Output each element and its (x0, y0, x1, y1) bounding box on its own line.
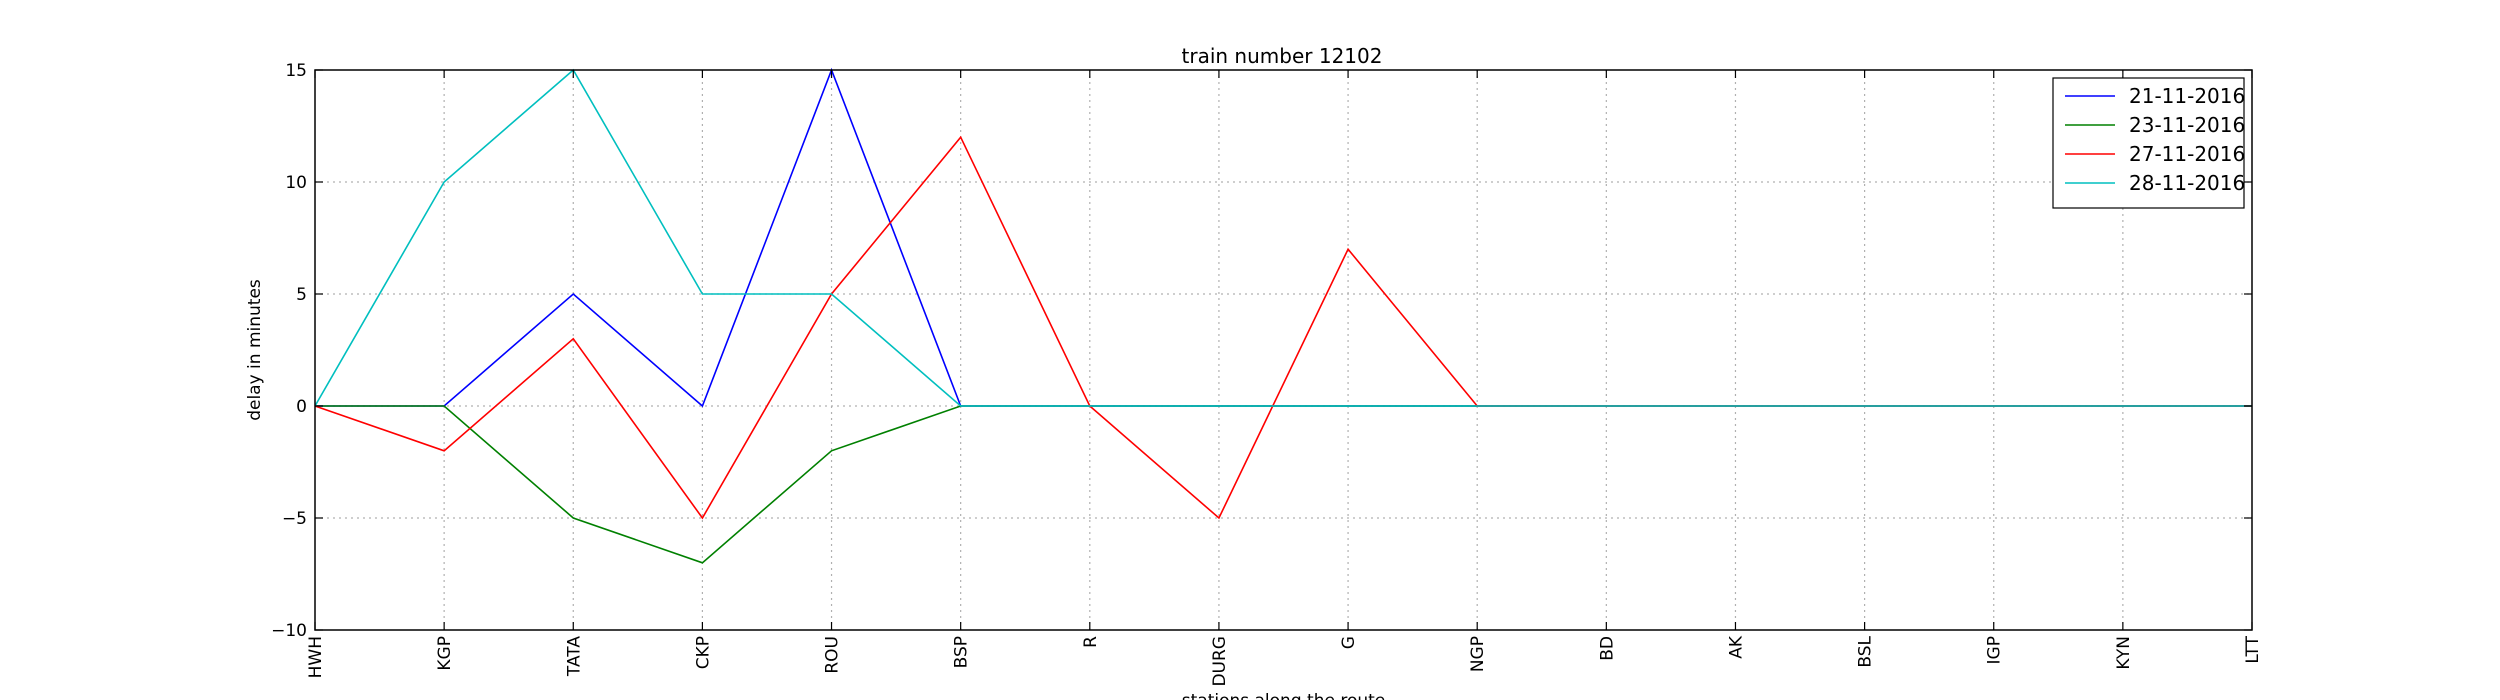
x-tick-label: CKP (693, 636, 713, 669)
legend-entry-label: 28-11-2016 (2129, 171, 2245, 195)
y-tick-label: 0 (296, 397, 307, 417)
plot-area-frame (314, 69, 2253, 631)
series-line-4 (314, 68, 2252, 407)
x-tick-label: G (1339, 636, 1359, 649)
y-tick-label: 5 (296, 285, 307, 305)
x-tick-label: DURG (1210, 636, 1230, 687)
x-tick-label: KGP (435, 636, 455, 671)
x-tick-label: BSP (952, 636, 972, 668)
y-tick-label: 15 (285, 61, 307, 81)
x-axis-ticks: HWH KGP TATA CKP ROU BSP R DURG G NGP BD AK BSL IGP KY… (306, 70, 2263, 687)
legend-box (2052, 77, 2245, 209)
x-tick-label: IGP (1985, 636, 2005, 664)
x-tick-label: NGP (1468, 636, 1488, 672)
x-tick-label: R (1081, 636, 1101, 648)
y-axis-ticks: −10 −5 0 5 10 15 (271, 61, 2252, 641)
x-tick-label: LTT (2243, 635, 2263, 663)
legend-entry-label: 21-11-2016 (2129, 84, 2245, 108)
x-tick-label: AK (1726, 635, 1746, 659)
chart-title: train number 12102 (1182, 44, 1383, 68)
legend-entry-label: 23-11-2016 (2129, 113, 2245, 137)
x-tick-label: BD (1597, 636, 1617, 661)
x-tick-label: TATA (564, 636, 584, 677)
y-tick-label: −10 (271, 621, 307, 641)
y-tick-label: −5 (282, 509, 307, 529)
legend-entry-label: 27-11-2016 (2129, 142, 2245, 166)
x-tick-label: ROU (823, 636, 843, 674)
series-lines (314, 67, 2252, 564)
x-axis-label: stations along the route (1182, 691, 1386, 700)
y-axis-label: delay in minutes (245, 279, 265, 421)
x-tick-label: BSL (1856, 635, 1876, 667)
y-tick-label: 10 (285, 173, 307, 193)
legend: 21-11-2016 23-11-2016 27-11-2016 28-11-2016 (2052, 77, 2245, 209)
x-tick-label: HWH (306, 636, 326, 678)
x-tick-label: KYN (2114, 636, 2134, 670)
